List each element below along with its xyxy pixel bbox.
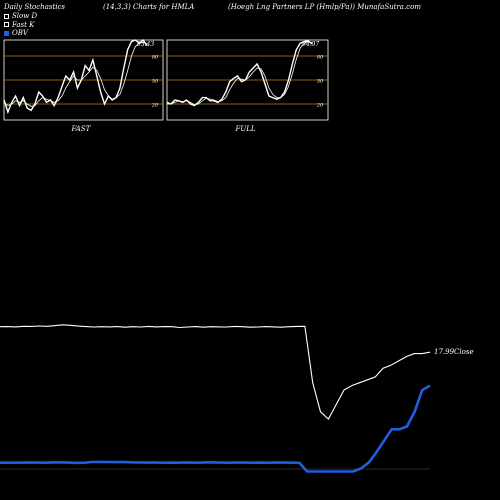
full-last-value-label: 94.97 [302,41,319,48]
fast-tick-label-50: 50 [152,79,159,85]
chart-header-center: (14,3,3) Charts for HMLA [103,3,195,11]
chart-legend: Slow D Fast K OBV [4,12,37,38]
fast-series-k-line [3,38,148,115]
legend-item-slow-d: Slow D [4,12,37,21]
full-tick-label-80: 80 [317,55,324,61]
legend-swatch-fast-k [4,22,9,28]
full-tick-label-20: 20 [316,103,324,109]
fast-series-d-line [3,41,148,107]
legend-swatch-obv [4,30,9,36]
fast-tick-label-20: 20 [151,103,159,109]
legend-item-obv: OBV [4,29,37,38]
legend-item-fast-k: Fast K [4,21,37,30]
full-panel-label: FULL [235,125,256,133]
full-tick-label-50: 50 [317,79,324,85]
full-series-d-line [167,41,313,106]
close-price-line [0,324,431,420]
fast-panel-label: FAST [71,125,92,133]
legend-label-obv: OBV [12,29,28,38]
fast-last-value-label: 93.43 [137,41,154,48]
legend-label-fast-k: Fast K [12,20,35,29]
chart-header-right: (Hoegh Lng Partners LP (Hmlp/Pa)) Munafa… [228,3,421,11]
fast-tick-label-80: 80 [152,55,159,61]
full-series-k-line [166,40,313,107]
legend-swatch-slow-d [4,13,9,19]
obv-line [0,384,431,473]
legend-label-slow-d: Slow D [12,12,38,21]
chart-header-left: Daily Stochastics [4,3,66,11]
close-last-value-label: 17.99Close [434,348,474,356]
